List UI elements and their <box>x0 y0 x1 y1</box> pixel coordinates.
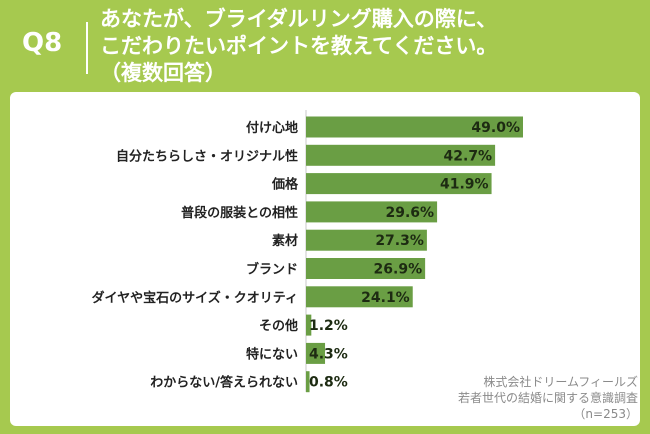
data-label: 49.0% <box>471 120 520 136</box>
source-note: 株式会社ドリームフィールズ 若者世代の結婚に関する意識調査 （n=253） <box>458 374 638 422</box>
category-label: その他 <box>259 318 298 334</box>
data-label: 1.2% <box>309 318 348 334</box>
divider <box>86 22 88 74</box>
data-label: 29.6% <box>386 205 435 221</box>
bar <box>306 314 312 336</box>
chart-panel: 付け心地 49.0% 自分たちらしさ・オリジナル性 42.7% 価格 41.9% 普段の服装… <box>10 92 640 426</box>
category-label: 価格 <box>271 177 299 193</box>
header: Q8 あなたが、ブライダルリング購入の際に、 こだわりたいポイントを教えてくださ… <box>0 0 650 92</box>
bar <box>306 286 413 308</box>
bar <box>306 342 326 364</box>
category-label: ダイヤや宝石のサイズ・クオリティ <box>92 290 298 306</box>
bar <box>306 144 496 166</box>
source-line: （n=253） <box>573 407 638 421</box>
data-label: 0.8% <box>309 375 348 391</box>
data-label: 24.1% <box>361 290 410 306</box>
title-line: こだわりたいポイントを教えてください。 <box>100 34 498 58</box>
category-label: 特にない <box>246 346 298 362</box>
title-line: あなたが、ブライダルリング購入の際に、 <box>100 7 498 31</box>
category-label: ブランド <box>246 262 298 278</box>
bar <box>306 229 427 251</box>
bar <box>306 371 310 393</box>
category-label: わからない/答えられない <box>150 375 298 391</box>
bar <box>306 173 492 195</box>
category-label: 素材 <box>272 233 298 249</box>
data-label: 4.3% <box>309 346 348 362</box>
bar <box>306 116 523 138</box>
data-label: 26.9% <box>374 262 423 278</box>
source-line: 若者世代の結婚に関する意識調査 <box>457 391 638 405</box>
category-label: 普段の服装との相性 <box>181 205 298 221</box>
title-line: （複数回答） <box>100 61 226 85</box>
data-label: 42.7% <box>444 148 493 164</box>
category-label: 自分たちらしさ・オリジナル性 <box>116 148 298 164</box>
data-label: 41.9% <box>440 177 489 193</box>
bar-chart: 付け心地 49.0% 自分たちらしさ・オリジナル性 42.7% 価格 41.9% 普段の服装… <box>92 110 523 393</box>
source-line: 株式会社ドリームフィールズ <box>483 375 638 389</box>
bar <box>306 201 438 223</box>
category-label: 付け心地 <box>246 120 298 136</box>
question-number: Q8 <box>22 28 63 58</box>
question-title: あなたが、ブライダルリング購入の際に、 こだわりたいポイントを教えてください。 … <box>100 6 640 87</box>
bar <box>306 258 426 279</box>
data-label: 27.3% <box>375 233 424 249</box>
